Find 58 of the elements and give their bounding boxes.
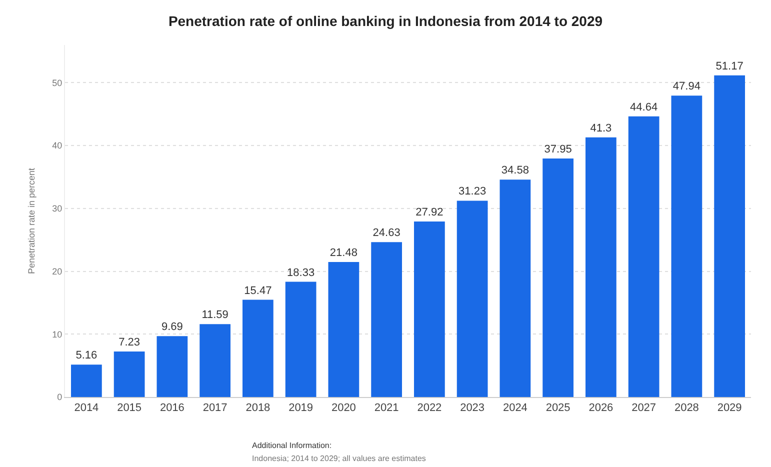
bar [156, 336, 188, 397]
bar [371, 242, 402, 397]
bar [714, 75, 745, 397]
data-label: 11.59 [202, 309, 228, 322]
bar [500, 180, 531, 397]
x-tick-label: 2022 [417, 402, 442, 414]
data-label: 34.58 [501, 164, 529, 177]
x-tick-label: 2026 [588, 402, 614, 414]
x-tick-label: 2018 [246, 402, 270, 414]
x-tick-label: 2014 [74, 402, 99, 414]
y-axis-title: Penetration rate in percent [26, 167, 37, 274]
y-tick-label: 30 [52, 204, 62, 214]
x-tick-label: 2025 [546, 402, 570, 414]
y-tick-label: 0 [57, 392, 62, 402]
data-label: 31.23 [458, 186, 486, 198]
x-tick-label: 2020 [331, 402, 356, 414]
bar [414, 222, 445, 397]
data-label: 5.16 [76, 350, 98, 362]
x-tick-label: 2016 [160, 402, 184, 414]
data-label: 37.95 [544, 143, 572, 156]
y-tick-label: 20 [52, 266, 62, 276]
text: Additional Information: [252, 441, 332, 450]
data-label: 24.63 [372, 227, 400, 240]
bar [242, 300, 274, 397]
data-label: 18.33 [287, 266, 315, 279]
data-label: 21.48 [330, 246, 358, 259]
chart-title: Penetration rate of online banking in Indonesia from 2014 to 2029 [168, 13, 603, 30]
x-tick-label: 2029 [717, 402, 742, 414]
x-tick-label: 2027 [632, 402, 656, 414]
bar [671, 96, 702, 397]
x-tick-label: 2028 [674, 402, 699, 414]
bar [285, 282, 316, 397]
data-label: 27.92 [416, 206, 444, 218]
bar [71, 364, 102, 397]
x-tick-label: 2015 [117, 402, 142, 414]
bar [456, 200, 488, 397]
x-tick-label: 2021 [374, 402, 399, 414]
bar [542, 158, 574, 397]
data-label: 47.94 [672, 80, 700, 93]
data-label: 9.69 [161, 321, 183, 334]
data-label: 15.47 [244, 284, 272, 297]
data-label: 44.64 [630, 101, 658, 114]
data-label: 7.23 [118, 336, 140, 349]
x-tick-label: 2017 [202, 402, 228, 414]
y-tick-label: 50 [52, 78, 62, 88]
bar [328, 262, 360, 397]
y-tick-label: 40 [52, 140, 62, 151]
text: Indonesia; 2014 to 2029; all values are estimates [252, 454, 426, 463]
bar [628, 116, 660, 397]
data-label: 51.17 [716, 60, 744, 72]
x-tick-label: 2023 [460, 402, 485, 414]
x-tick-label: 2024 [502, 402, 528, 414]
data-label: 41.3 [590, 122, 612, 134]
y-tick-label: 10 [52, 329, 62, 340]
bar [200, 324, 230, 397]
bar [114, 352, 145, 397]
x-tick-label: 2019 [288, 402, 314, 414]
bar [586, 137, 616, 397]
